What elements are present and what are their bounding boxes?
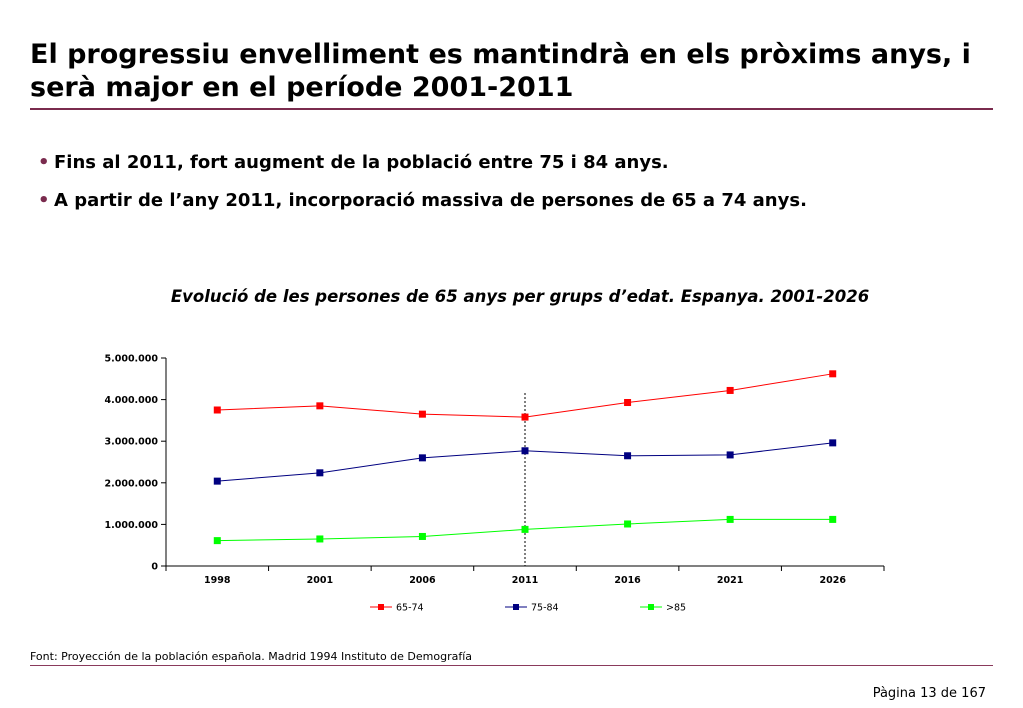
x-tick-label: 2016: [614, 575, 641, 586]
data-point-7584: [829, 439, 837, 447]
data-point-7584: [624, 452, 632, 460]
y-tick-label: 2.000.000: [105, 478, 159, 489]
data-point-6574: [624, 399, 632, 407]
data-point-85: [213, 537, 221, 545]
y-tick-label: 0: [151, 562, 158, 573]
data-point-6574: [726, 386, 734, 394]
source-note: Font: Proyección de la población español…: [30, 650, 473, 663]
x-tick-label: 2026: [819, 575, 846, 586]
bullet-dot-icon: •: [38, 152, 50, 173]
data-point-7584: [418, 454, 426, 462]
data-point-7584: [316, 469, 324, 477]
data-point-85: [521, 525, 529, 533]
title-divider: [30, 108, 993, 110]
legend-label-7584: 75-84: [531, 603, 559, 614]
bullet-text: A partir de l’any 2011, incorporació mas…: [54, 190, 807, 211]
page-title: El progressiu envelliment es mantindrà e…: [30, 39, 971, 103]
page-number: Pàgina 13 de 167: [872, 686, 986, 701]
data-point-7584: [213, 477, 221, 485]
data-point-6574: [316, 402, 324, 410]
data-point-6574: [213, 406, 221, 414]
data-point-85: [829, 515, 837, 523]
data-point-6574: [418, 410, 426, 418]
chart-title: Evolució de les persones de 65 anys per …: [170, 287, 870, 306]
y-tick-label: 3.000.000: [105, 437, 159, 448]
bullet-text: Fins al 2011, fort augment de la poblaci…: [54, 152, 669, 173]
y-tick-label: 4.000.000: [105, 395, 159, 406]
legend-label-6574: 65-74: [396, 603, 424, 614]
data-point-85: [624, 520, 632, 528]
legend-label-85: >85: [666, 603, 686, 614]
line-chart: 0 1.000.000 2.000.000 3.000.000 4.000.000 5.0…: [105, 354, 885, 614]
bullet-item: • Fins al 2011, fort augment de la pobla…: [38, 152, 998, 173]
legend-marker-7584: [513, 604, 519, 610]
y-tick-label: 5.000.000: [105, 354, 159, 365]
bullet-item: • A partir de l’any 2011, incorporació m…: [38, 190, 998, 211]
y-tick-label: 1.000.000: [105, 520, 159, 531]
data-point-6574: [829, 370, 837, 378]
legend-marker-85: [648, 604, 654, 610]
data-point-7584: [521, 447, 529, 455]
x-tick-label: 1998: [204, 575, 231, 586]
data-point-85: [726, 515, 734, 523]
legend-marker-6574: [378, 604, 384, 610]
data-point-6574: [521, 413, 529, 421]
bullet-list: • Fins al 2011, fort augment de la pobla…: [38, 152, 998, 228]
footer-divider: [30, 665, 993, 666]
x-tick-label: 2006: [409, 575, 436, 586]
x-tick-label: 2001: [307, 575, 333, 586]
data-point-85: [418, 532, 426, 540]
data-point-7584: [726, 451, 734, 459]
bullet-dot-icon: •: [38, 190, 50, 211]
data-point-85: [316, 535, 324, 543]
x-tick-label: 2021: [717, 575, 743, 586]
x-tick-label: 2011: [512, 575, 538, 586]
